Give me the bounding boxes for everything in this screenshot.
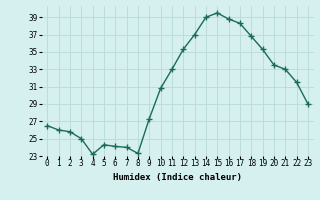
X-axis label: Humidex (Indice chaleur): Humidex (Indice chaleur) <box>113 173 242 182</box>
